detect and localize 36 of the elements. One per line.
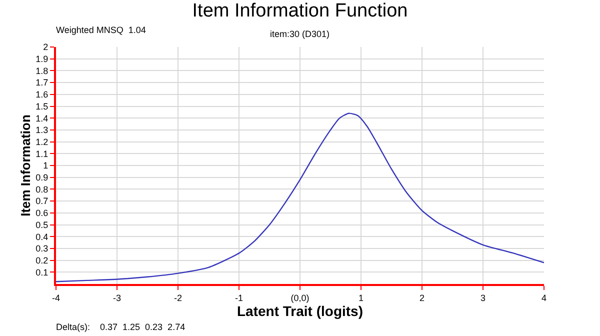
x-tick-label: 1 xyxy=(358,292,364,303)
x-tick-label: -1 xyxy=(234,292,244,303)
y-tick-label: 2 xyxy=(43,42,48,52)
y-tick-label: 1.3 xyxy=(36,125,48,136)
y-tick-label: 1.5 xyxy=(36,101,48,112)
y-tick-label: 0.5 xyxy=(36,220,48,230)
y-tick-label: 1.9 xyxy=(36,54,48,64)
y-tick-label: 0.8 xyxy=(36,184,48,194)
chart-subtitle: item:30 (D301) xyxy=(270,29,330,39)
y-tick-label: 0.3 xyxy=(36,244,48,254)
chart-title: Item Information Function xyxy=(192,0,408,22)
y-tick-label: 0.1 xyxy=(36,267,48,278)
x-tick-label: -2 xyxy=(174,292,182,303)
x-tick-label: -4 xyxy=(52,292,60,303)
text: Delta(s): 0.37 1.25 0.23 2.74 xyxy=(56,322,186,332)
x-tick-label: 3 xyxy=(480,292,486,303)
y-tick-label: 1.2 xyxy=(36,136,48,147)
y-tick-label: 1.8 xyxy=(36,66,48,76)
y-tick-label: 1.4 xyxy=(36,113,48,124)
x-tick-label: 4 xyxy=(541,292,547,303)
line-series xyxy=(56,112,544,282)
y-axis-title: Item Information xyxy=(18,114,34,216)
x-axis-title: Latent Trait (logits) xyxy=(237,302,363,319)
y-tick-label: 1.1 xyxy=(36,148,48,159)
x-tick-label: 2 xyxy=(419,292,425,303)
y-tick-label: 0.9 xyxy=(36,172,48,182)
y-tick-label: 0.7 xyxy=(36,196,48,206)
text: Weighted MNSQ 1.04 xyxy=(56,25,146,35)
x-tick-label: (0,0) xyxy=(290,292,310,303)
y-tick-label: 0.6 xyxy=(36,208,48,218)
y-tick-label: 0.4 xyxy=(36,232,48,242)
y-tick-label: 1.7 xyxy=(36,78,48,88)
y-tick-label: 0.2 xyxy=(36,255,48,266)
y-tick-label: 1.6 xyxy=(36,90,48,100)
y-tick-label: 1 xyxy=(43,160,48,171)
x-tick-label: -3 xyxy=(112,292,122,303)
